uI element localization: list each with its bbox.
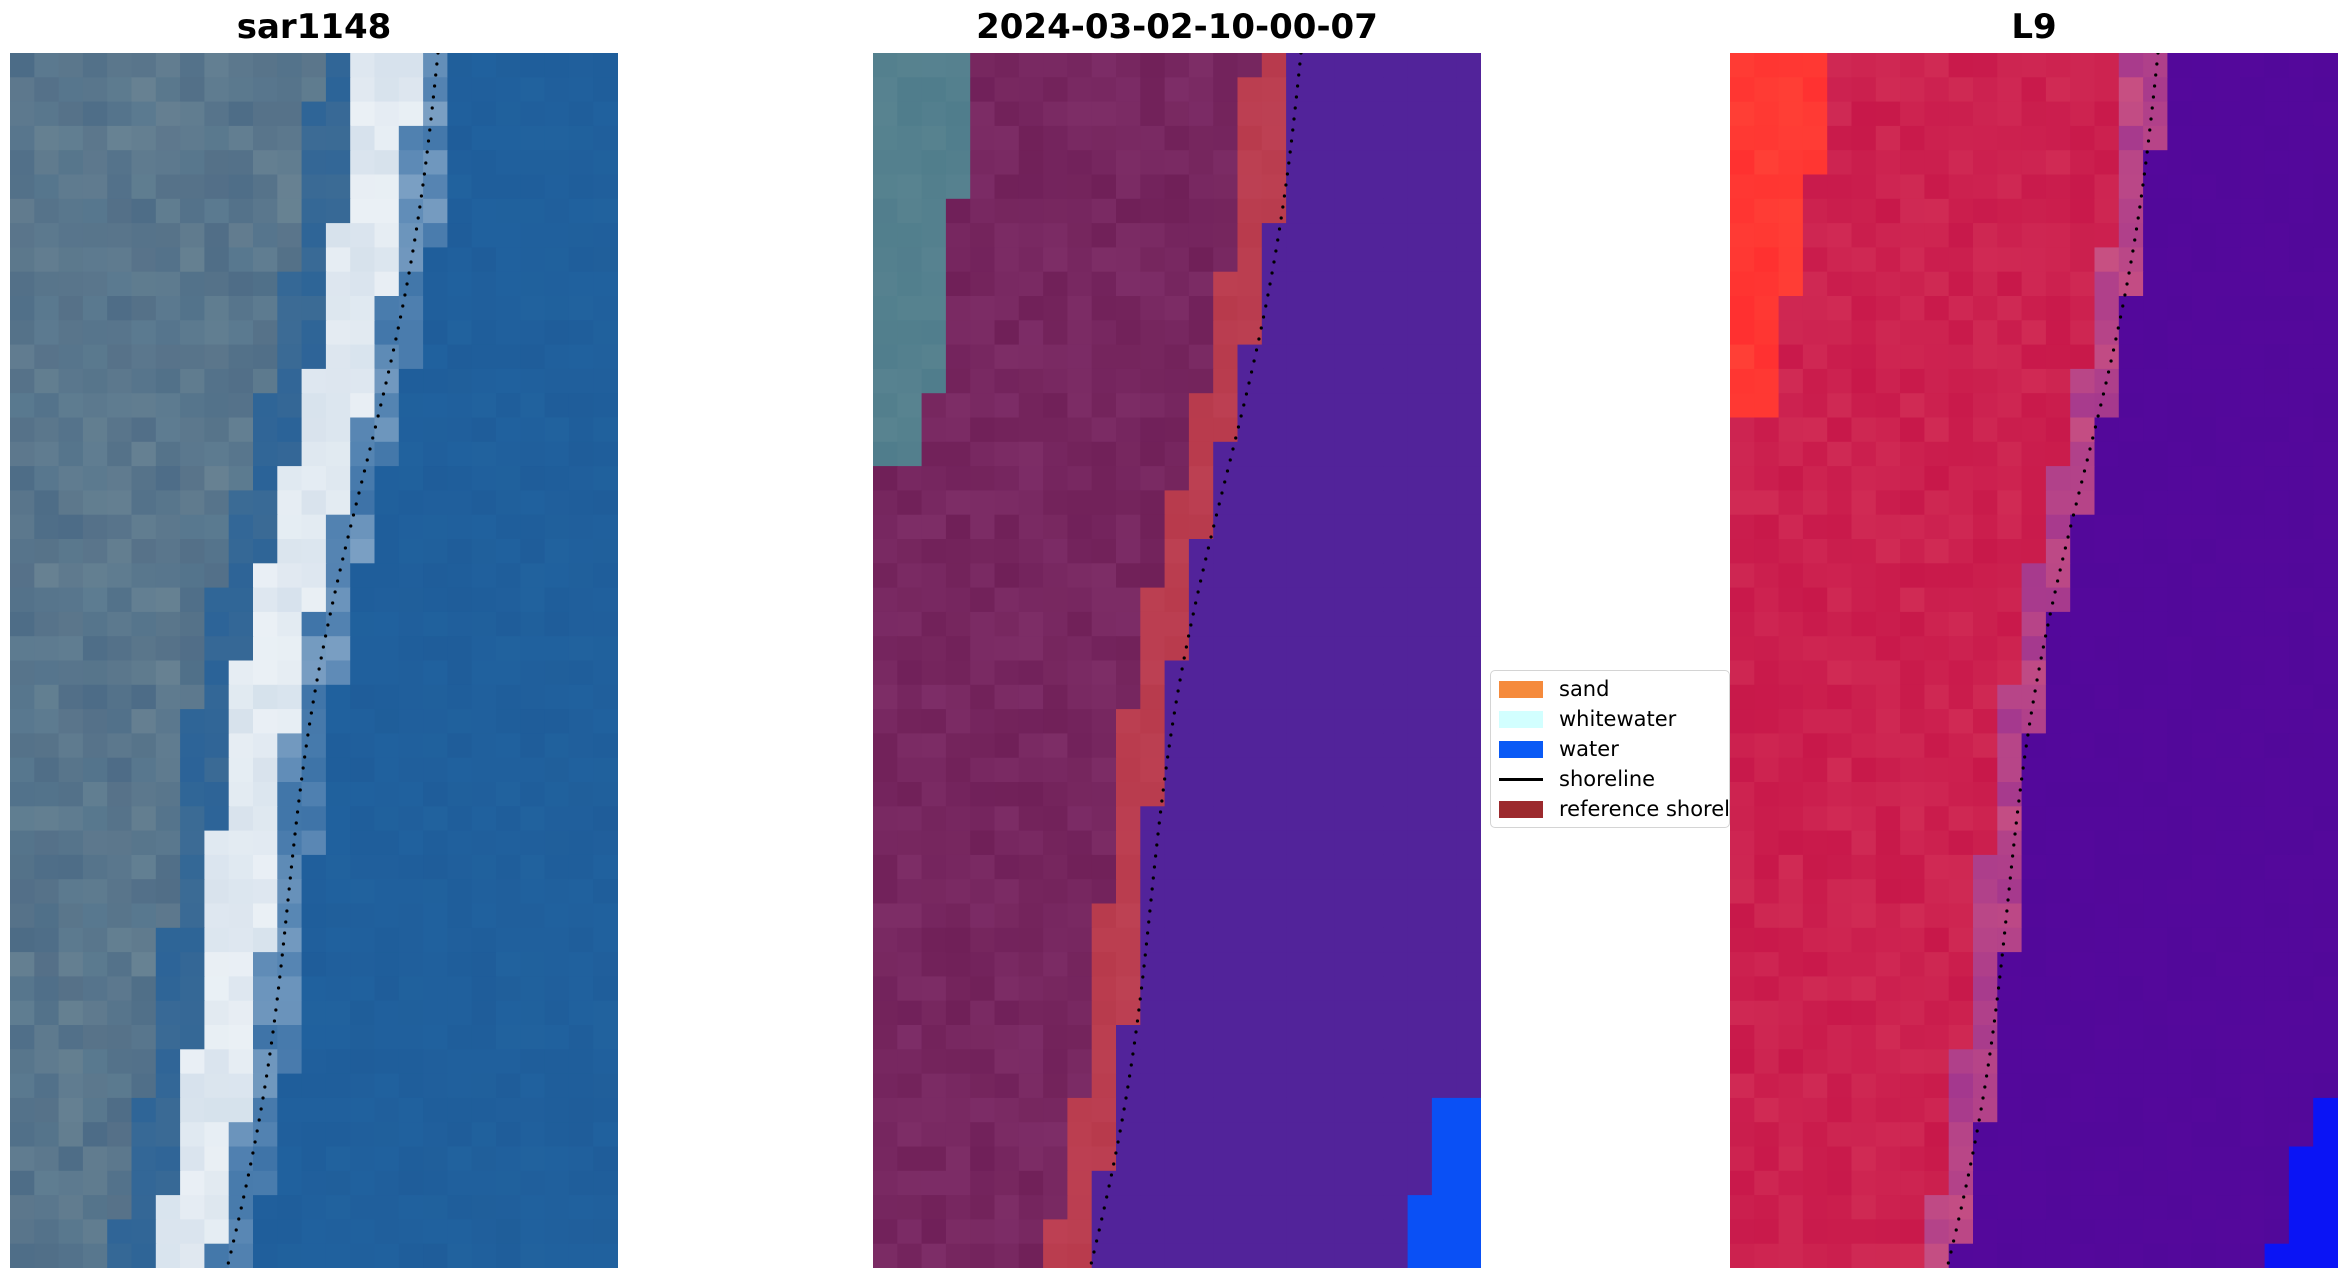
legend-label-reference-shoreline: reference shoreline — [1559, 797, 1730, 821]
legend-label-water: water — [1559, 737, 1619, 761]
legend-swatch-sand — [1499, 680, 1543, 698]
swir-pixels — [1730, 53, 2338, 1268]
panel-title-swir: L9 — [2011, 7, 2057, 47]
legend-swatch-water — [1499, 740, 1543, 758]
rgb-image — [10, 53, 618, 1268]
rgb-pixels — [10, 53, 618, 1268]
panel-title-rgb: sar1148 — [236, 7, 392, 47]
legend-item-sand: sand — [1499, 676, 1609, 702]
swir-image-panel — [1730, 53, 2338, 1268]
classification-image-panel — [873, 53, 1481, 1268]
legend-line-shoreline — [1499, 777, 1543, 781]
swir-shoreline — [1946, 53, 2160, 1265]
swir-image — [1730, 53, 2338, 1268]
legend-item-whitewater: whitewater — [1499, 706, 1676, 732]
legend-label-whitewater: whitewater — [1559, 707, 1677, 731]
legend-label-shoreline: shoreline — [1559, 767, 1656, 791]
rgb-image-panel — [10, 53, 618, 1268]
rgb-shoreline — [226, 53, 440, 1265]
legend-label-sand: sand — [1559, 677, 1610, 701]
legend-item-water: water — [1499, 736, 1619, 762]
legend-item-reference-shoreline: reference shoreline — [1499, 796, 1730, 822]
classification-shoreline — [1089, 53, 1303, 1265]
legend-item-shoreline: shoreline — [1499, 766, 1655, 792]
legend-swatch-whitewater — [1499, 710, 1543, 728]
legend: sand whitewater water shoreline referenc… — [1490, 670, 1730, 828]
classification-pixels — [873, 53, 1481, 1268]
panel-title-classification: 2024-03-02-10-00-07 — [976, 7, 1378, 47]
classification-image — [873, 53, 1481, 1268]
legend-swatch-reference-shoreline — [1499, 800, 1543, 818]
